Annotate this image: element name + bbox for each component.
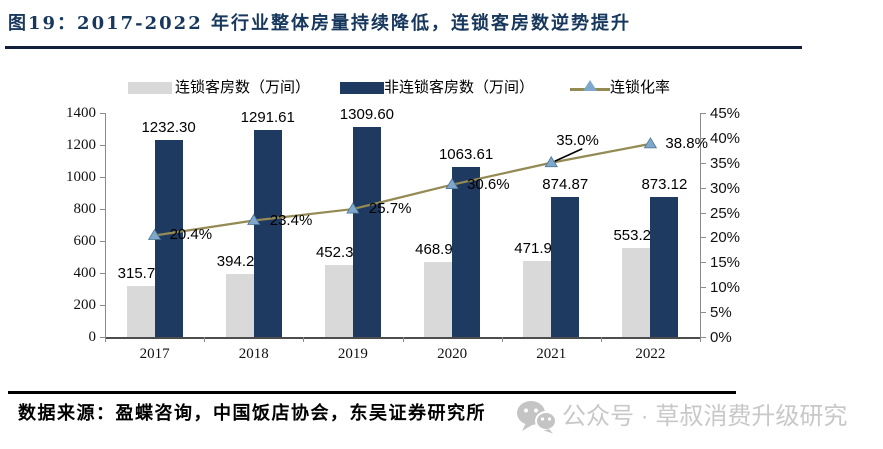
bar-chain-rooms (225, 273, 254, 337)
y-axis-right-label: 35% (710, 154, 741, 172)
rate-value-label: 23.4% (269, 211, 313, 229)
y-axis-right-tick (701, 312, 706, 314)
y-axis-left-label: 1000 (66, 169, 96, 185)
x-axis-tick (204, 337, 206, 342)
y-axis-right-label: 0% (710, 329, 732, 346)
rate-value-label: 35.0% (556, 131, 599, 149)
source-divider (8, 391, 736, 394)
x-axis-tick (303, 337, 305, 342)
rate-value-label: 20.4% (169, 226, 213, 244)
y-axis-left-tick (100, 113, 105, 114)
y-axis-right-tick (701, 287, 706, 289)
y-axis-right-tick (701, 237, 706, 239)
bar-nonchain-value-label: 1291.61 (240, 109, 295, 127)
bar-nonchain-value-label: 873.12 (641, 176, 688, 194)
y-axis-left-tick (100, 145, 105, 146)
bar-nonchain-rooms (650, 197, 679, 337)
data-source-text: 数据来源：盈蝶咨询，中国饭店协会，东吴证券研究所 (18, 403, 486, 424)
bar-nonchain-value-label: 1063.61 (438, 145, 494, 163)
x-axis-tick (105, 337, 106, 342)
title-divider (5, 46, 802, 49)
y-axis-right-tick (701, 187, 706, 189)
rate-triangle-marker-icon (544, 156, 558, 168)
legend-label-nonchain: 非连锁客房数（万间） (384, 79, 535, 96)
y-axis-right-label: 10% (710, 279, 741, 297)
y-axis-right-tick (701, 137, 706, 139)
watermark: 公众号 · 草叔消费升级研究 (516, 398, 876, 438)
y-axis-right-tick (701, 262, 706, 264)
y-axis-left-tick (100, 337, 105, 338)
y-axis-right-label: 45% (710, 105, 741, 122)
bar-chain-rooms (622, 248, 651, 337)
bar-chain-rooms (126, 286, 155, 337)
y-axis-left-label: 200 (73, 297, 97, 313)
legend-label-chain: 连锁客房数（万间） (175, 79, 311, 96)
legend-triangle-marker-icon (583, 80, 597, 91)
legend-swatch-chain (128, 82, 172, 94)
x-axis-year-label: 2021 (536, 346, 567, 362)
y-axis-left-tick (100, 273, 105, 274)
x-axis-year-label: 2019 (337, 346, 368, 362)
y-axis-left-line (105, 113, 106, 337)
rate-label-leader-line (554, 148, 583, 163)
y-axis-left-tick (100, 241, 105, 242)
y-axis-right-tick (701, 162, 706, 164)
x-axis-tick (402, 337, 404, 342)
y-axis-right-label: 15% (710, 254, 741, 272)
legend-swatch-nonchain (340, 82, 384, 94)
y-axis-right-label: 20% (710, 229, 741, 247)
x-axis-year-label: 2017 (139, 346, 170, 362)
rate-value-label: 30.6% (467, 175, 510, 193)
bar-nonchain-value-label: 874.87 (542, 176, 589, 194)
bar-chain-rooms (424, 261, 453, 337)
x-axis-tick (700, 337, 701, 342)
y-axis-right-tick (701, 337, 706, 338)
bar-chain-rooms (523, 261, 552, 337)
chart-title: 图19：2017-2022 年行业整体房量持续降低，连锁客房数逆势提升 (8, 13, 631, 34)
y-axis-right-tick (701, 113, 706, 114)
y-axis-right-label: 25% (710, 204, 741, 222)
bar-chain-value-label: 315.78 (117, 265, 164, 283)
bar-nonchain-rooms (253, 130, 282, 337)
bar-nonchain-value-label: 1309.60 (339, 106, 395, 124)
y-axis-left-label: 1400 (66, 105, 96, 121)
y-axis-left-label: 400 (73, 265, 97, 281)
y-axis-left-tick (100, 209, 105, 210)
rate-value-label: 38.8% (665, 134, 708, 152)
y-axis-left-label: 0 (88, 329, 97, 345)
rate-triangle-marker-icon (643, 137, 658, 149)
bar-nonchain-value-label: 1232.30 (141, 118, 196, 136)
bar-chain-value-label: 468.99 (415, 240, 462, 258)
bar-chain-value-label: 452.37 (315, 243, 362, 261)
y-axis-right-label: 30% (710, 179, 741, 197)
y-axis-left-label: 600 (73, 233, 97, 249)
legend-label-rate: 连锁化率 (610, 79, 671, 96)
y-axis-left-label: 1200 (66, 137, 96, 153)
bar-nonchain-rooms (551, 197, 580, 337)
bar-chain-value-label: 471.99 (514, 240, 561, 258)
y-axis-right-tick (701, 212, 706, 214)
rate-value-label: 25.7% (368, 200, 412, 218)
bar-chain-value-label: 394.26 (216, 252, 263, 270)
x-axis-year-label: 2018 (238, 346, 269, 362)
x-axis-tick (600, 337, 602, 342)
y-axis-right-line (700, 113, 701, 337)
watermark-text: 公众号 · 草叔消费升级研究 (562, 403, 848, 430)
y-axis-left-tick (100, 305, 105, 306)
x-axis-tick (501, 337, 503, 342)
wechat-icon (517, 401, 556, 434)
bar-chain-rooms (324, 264, 353, 337)
y-axis-left-label: 800 (73, 201, 97, 217)
x-axis-year-label: 2020 (437, 346, 468, 362)
y-axis-right-label: 40% (710, 129, 741, 147)
x-axis-year-label: 2022 (635, 346, 666, 362)
y-axis-right-label: 5% (710, 304, 732, 322)
y-axis-left-tick (100, 177, 105, 178)
bar-nonchain-rooms (352, 127, 381, 337)
